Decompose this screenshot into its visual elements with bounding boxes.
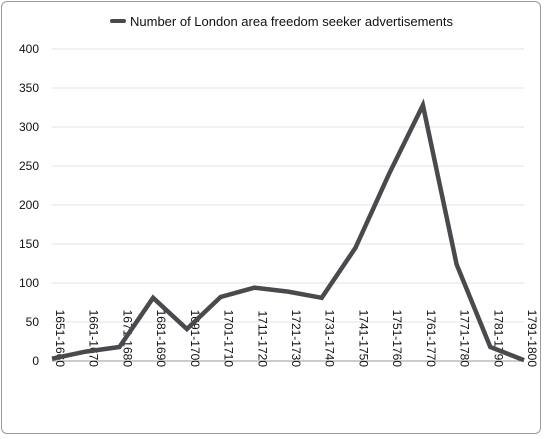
legend: Number of London area freedom seeker adv… — [112, 14, 454, 29]
y-tick-label: 0 — [32, 354, 39, 368]
x-tick-label: 1681-1690 — [154, 310, 168, 368]
y-tick-label: 150 — [19, 237, 39, 251]
x-tick-label: 1701-1710 — [222, 310, 236, 368]
x-tick-label: 1661-1670 — [87, 310, 101, 368]
x-tick-label: 1761-1770 — [424, 310, 438, 368]
x-tick-label: 1771-1780 — [458, 310, 472, 368]
x-tick-label: 1711-1720 — [255, 311, 269, 368]
x-tick-label: 1791-1800 — [525, 310, 539, 368]
y-tick-label: 250 — [19, 159, 39, 173]
x-tick-label: 1781-1790 — [491, 310, 505, 368]
y-axis-ticks: 0 50 100 150 200 250 300 350 400 — [19, 42, 39, 368]
y-tick-label: 300 — [19, 120, 39, 134]
x-tick-label: 1731-1740 — [323, 310, 337, 368]
x-tick-label: 1721-1730 — [289, 310, 303, 368]
y-tick-label: 400 — [19, 42, 39, 56]
legend-label: Number of London area freedom seeker adv… — [130, 14, 454, 29]
y-tick-label: 350 — [19, 81, 39, 95]
y-tick-label: 100 — [19, 276, 39, 290]
x-tick-label: 1751-1760 — [390, 310, 404, 368]
x-tick-label: 1741-1750 — [356, 310, 370, 368]
y-tick-label: 200 — [19, 198, 39, 212]
y-tick-label: 50 — [26, 315, 40, 329]
